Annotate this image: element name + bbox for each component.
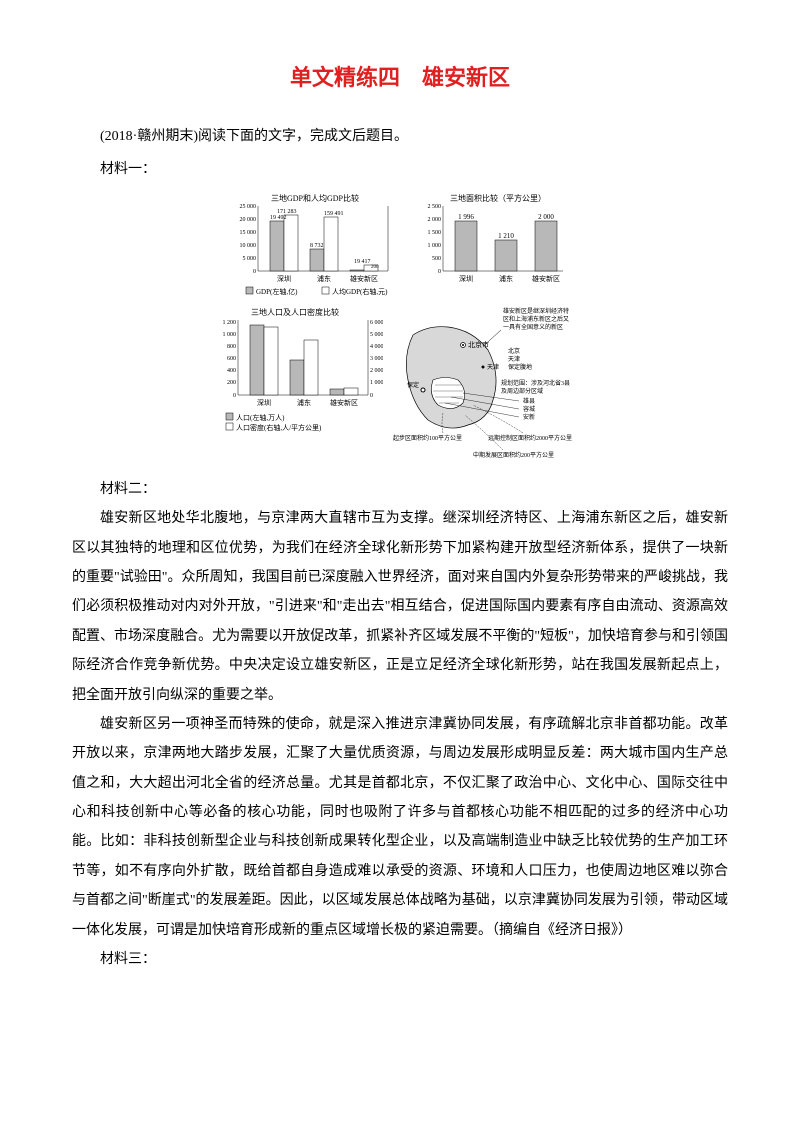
svg-text:1 200: 1 200 bbox=[222, 320, 236, 326]
body-paragraph-2: 雄安新区另一项神圣而特殊的使命，就是深入推进京津冀协同发展，有序疏解北京非首都功… bbox=[72, 710, 728, 945]
svg-text:雄安新区: 雄安新区 bbox=[532, 274, 560, 283]
material3-label: 材料三： bbox=[72, 945, 728, 974]
svg-text:1 000: 1 000 bbox=[222, 332, 236, 338]
svg-text:保定腹地: 保定腹地 bbox=[508, 363, 532, 371]
figure-block: 三地GDP和人均GDP比较 0 5 000 10 000 15 000 20 0… bbox=[72, 191, 728, 465]
svg-text:及周边部分区域: 及周边部分区域 bbox=[501, 387, 543, 395]
svg-text:深圳: 深圳 bbox=[459, 274, 473, 283]
map-xiongan: 雄安新区是继深圳经济特 区和上海浦东新区之后又 一具有全国意义的新区 北京市 天… bbox=[393, 305, 593, 465]
svg-text:人口(左轴,万人): 人口(左轴,万人) bbox=[236, 413, 285, 422]
material2-label: 材料二： bbox=[72, 475, 728, 504]
svg-text:天津: 天津 bbox=[487, 364, 499, 371]
svg-text:8 732: 8 732 bbox=[310, 243, 324, 249]
svg-text:天津: 天津 bbox=[508, 356, 520, 363]
svg-text:19 492: 19 492 bbox=[270, 215, 287, 221]
chart-pop-title: 三地人口及人口密度比较 bbox=[251, 307, 339, 317]
svg-text:中期发展区面积约200平方公里: 中期发展区面积约200平方公里 bbox=[473, 451, 554, 459]
svg-text:2 000: 2 000 bbox=[370, 368, 383, 374]
chart-area: 三地面积比较（平方公里） 0 500 1 000 1 500 2 000 2 5… bbox=[413, 191, 573, 301]
chart-gdp-title: 三地GDP和人均GDP比较 bbox=[270, 193, 358, 203]
svg-text:5 000: 5 000 bbox=[370, 332, 383, 338]
svg-text:200: 200 bbox=[227, 380, 236, 386]
svg-text:19 417: 19 417 bbox=[354, 259, 371, 265]
svg-text:15 000: 15 000 bbox=[239, 230, 256, 236]
svg-text:区和上海浦东新区之后又: 区和上海浦东新区之后又 bbox=[503, 315, 569, 323]
svg-text:6 000: 6 000 bbox=[370, 320, 383, 326]
svg-text:200: 200 bbox=[371, 265, 379, 270]
svg-text:0: 0 bbox=[253, 269, 256, 275]
svg-text:4 000: 4 000 bbox=[370, 344, 383, 350]
svg-text:2 500: 2 500 bbox=[427, 204, 441, 210]
svg-text:一具有全国意义的新区: 一具有全国意义的新区 bbox=[503, 323, 563, 331]
svg-text:2 000: 2 000 bbox=[427, 217, 441, 223]
svg-text:25 000: 25 000 bbox=[239, 204, 256, 210]
svg-text:171 283: 171 283 bbox=[277, 209, 297, 215]
page-title: 单文精练四 雄安新区 bbox=[72, 60, 728, 92]
svg-text:1 210: 1 210 bbox=[498, 232, 514, 240]
svg-text:0: 0 bbox=[438, 269, 441, 275]
svg-text:10 000: 10 000 bbox=[239, 243, 256, 249]
svg-text:159 491: 159 491 bbox=[324, 211, 344, 217]
svg-text:3 000: 3 000 bbox=[370, 356, 383, 362]
exam-prompt: (2018·赣州期末)阅读下面的文字，完成文后题目。 bbox=[72, 122, 728, 151]
svg-text:20 000: 20 000 bbox=[239, 217, 256, 223]
svg-text:安新: 安新 bbox=[523, 413, 535, 421]
svg-text:0: 0 bbox=[233, 393, 236, 399]
svg-text:雄安新区: 雄安新区 bbox=[350, 274, 378, 283]
svg-text:1 000: 1 000 bbox=[427, 243, 441, 249]
chart-gdp: 三地GDP和人均GDP比较 0 5 000 10 000 15 000 20 0… bbox=[228, 191, 403, 301]
figure-row-bottom: 三地人口及人口密度比较 0 200 400 600 800 1 000 1 20… bbox=[72, 305, 728, 465]
map-caption1: 雄安新区是继深圳经济特 bbox=[503, 307, 569, 315]
svg-text:600: 600 bbox=[227, 356, 236, 362]
svg-text:2 000: 2 000 bbox=[538, 213, 554, 221]
svg-text:浦东: 浦东 bbox=[499, 274, 513, 283]
material1-label: 材料一： bbox=[72, 155, 728, 184]
svg-text:人口密度(右轴,人/平方公里): 人口密度(右轴,人/平方公里) bbox=[236, 423, 322, 432]
svg-text:深圳: 深圳 bbox=[277, 274, 291, 283]
svg-text:500: 500 bbox=[432, 256, 441, 262]
svg-text:人均GDP(右轴,元): 人均GDP(右轴,元) bbox=[332, 287, 388, 296]
svg-text:雄安新区: 雄安新区 bbox=[330, 398, 358, 407]
svg-text:1 500: 1 500 bbox=[427, 230, 441, 236]
svg-text:容城: 容城 bbox=[523, 405, 535, 413]
body-paragraph-1: 雄安新区地处华北腹地，与京津两大直辖市互为支撑。继深圳经济特区、上海浦东新区之后… bbox=[72, 504, 728, 710]
svg-text:远期控制区面积约2000平方公里: 远期控制区面积约2000平方公里 bbox=[488, 434, 572, 442]
svg-text:GDP(左轴,亿): GDP(左轴,亿) bbox=[256, 287, 298, 296]
svg-text:北京市: 北京市 bbox=[468, 340, 489, 349]
svg-text:雄县: 雄县 bbox=[523, 397, 535, 405]
svg-text:400: 400 bbox=[227, 368, 236, 374]
svg-text:0: 0 bbox=[370, 393, 373, 399]
svg-text:规划范围：涉及河北省3县: 规划范围：涉及河北省3县 bbox=[501, 379, 570, 387]
svg-text:1 000: 1 000 bbox=[370, 380, 383, 386]
svg-text:浦东: 浦东 bbox=[317, 274, 331, 283]
svg-text:保定: 保定 bbox=[407, 381, 419, 389]
svg-text:浦东: 浦东 bbox=[297, 398, 311, 407]
svg-text:5 000: 5 000 bbox=[242, 256, 256, 262]
svg-text:1 996: 1 996 bbox=[458, 213, 474, 221]
chart-population: 三地人口及人口密度比较 0 200 400 600 800 1 000 1 20… bbox=[208, 305, 383, 435]
chart-area-title: 三地面积比较（平方公里） bbox=[450, 193, 546, 203]
svg-text:800: 800 bbox=[227, 344, 236, 350]
svg-text:深圳: 深圳 bbox=[257, 398, 271, 407]
svg-text:北京: 北京 bbox=[508, 347, 520, 355]
title-text: 单文精练四 雄安新区 bbox=[290, 65, 510, 90]
svg-text:起步区面积约100平方公里: 起步区面积约100平方公里 bbox=[393, 434, 462, 442]
figure-row-top: 三地GDP和人均GDP比较 0 5 000 10 000 15 000 20 0… bbox=[72, 191, 728, 301]
